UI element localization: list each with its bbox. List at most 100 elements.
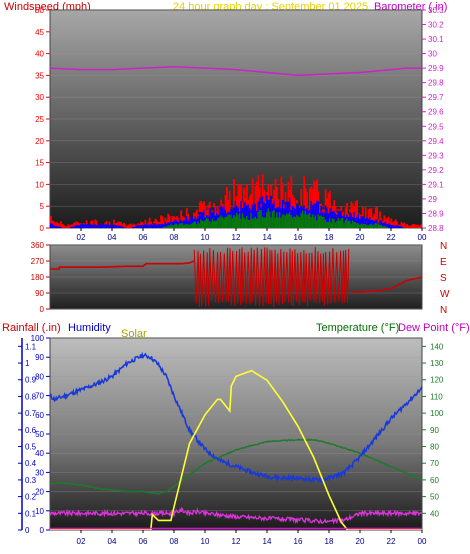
wind-gust-bar xyxy=(105,220,108,228)
x-tick-label: 12 xyxy=(232,233,241,242)
wind-gust-bar xyxy=(396,221,399,228)
wind-gust-bar xyxy=(409,226,411,228)
wind-low-bar xyxy=(303,214,306,228)
wind-gust-bar xyxy=(50,215,52,228)
wind-gust-bar xyxy=(417,225,420,228)
wind-low-bar xyxy=(287,213,290,228)
wind-low-bar xyxy=(171,225,174,228)
wind-avg-bar xyxy=(75,225,78,228)
wind-low-bar xyxy=(165,226,168,228)
wind-low-bar xyxy=(223,218,225,228)
wind-avg-bar xyxy=(167,221,170,228)
wind-low-bar xyxy=(386,226,389,228)
wind-low-bar xyxy=(308,213,311,228)
wind-gust-bar xyxy=(120,221,122,228)
wind-gust-bar xyxy=(383,215,386,228)
wind-gust-bar xyxy=(367,209,370,228)
y-tick-label: 30.2 xyxy=(428,21,444,30)
x-tick-label: 14 xyxy=(263,537,272,546)
wind-gust-bar xyxy=(91,220,94,228)
wind-gust-bar xyxy=(228,190,231,228)
wind-avg-bar xyxy=(153,223,155,228)
wind-gust-bar xyxy=(124,224,127,228)
wind-gust-bar xyxy=(128,224,131,228)
dewpoint-axis-title: Dew Point (°F) xyxy=(398,322,470,334)
wind-low-bar xyxy=(254,216,257,228)
wind-avg-bar xyxy=(70,226,72,228)
x-tick-label: 16 xyxy=(294,233,303,242)
temperature-tick-label: 70 xyxy=(430,459,439,468)
wind-avg-bar xyxy=(210,214,213,228)
compass-label: S xyxy=(440,273,447,284)
y-tick-label: 29.8 xyxy=(428,79,444,88)
rainfall-tick-label: 0.8 xyxy=(25,392,37,401)
wind-gust-bar xyxy=(75,221,78,228)
wind-avg-bar xyxy=(135,225,138,228)
wind-gust-bar xyxy=(180,210,183,228)
wind-low-bar xyxy=(276,212,278,228)
wind-avg-bar xyxy=(72,226,75,228)
wind-low-bar xyxy=(184,224,187,228)
y-tick-label: 180 xyxy=(31,273,45,282)
wind-low-bar xyxy=(376,223,379,228)
wind-gust-bar xyxy=(127,224,130,228)
wind-low-bar xyxy=(247,219,250,228)
wind-avg-bar xyxy=(60,226,62,228)
wind-low-bar xyxy=(213,221,215,228)
wind-avg-bar xyxy=(137,224,140,228)
temperature-tick-label: 100 xyxy=(430,409,444,418)
wind-gust-bar xyxy=(376,206,379,228)
wind-avg-bar xyxy=(334,213,337,228)
wind-low-bar xyxy=(197,221,200,228)
wind-avg-bar xyxy=(184,220,187,228)
wind-avg-bar xyxy=(115,225,118,228)
wind-gust-bar xyxy=(400,221,403,228)
wind-low-bar xyxy=(203,221,205,228)
wind-avg-bar xyxy=(57,226,59,228)
wind-avg-bar xyxy=(50,223,52,228)
wind-low-bar xyxy=(205,217,208,228)
wind-avg-bar xyxy=(101,224,104,228)
wind-low-bar xyxy=(210,221,213,228)
y-tick-label: 25 xyxy=(35,115,44,124)
wind-gust-bar xyxy=(327,192,330,228)
wind-low-bar xyxy=(384,226,387,228)
rainfall-tick-label: 0.4 xyxy=(25,459,37,468)
wind-avg-bar xyxy=(397,225,400,228)
rainfall-tick-label: 0.5 xyxy=(25,443,37,452)
wind-avg-bar xyxy=(94,224,97,228)
axes: 0510152025303540455028.828.92929.129.229… xyxy=(18,6,450,546)
wind-avg-bar xyxy=(132,226,135,228)
wind-low-bar xyxy=(284,215,287,228)
temperature-tick-label: 90 xyxy=(430,426,439,435)
wind-low-bar xyxy=(263,217,266,228)
wind-low-bar xyxy=(320,215,323,228)
wind-avg-bar xyxy=(390,225,393,228)
wind-gust-bar xyxy=(419,225,421,228)
wind-gust-bar xyxy=(393,220,396,228)
wind-low-bar xyxy=(344,220,347,228)
wind-low-bar xyxy=(318,215,321,228)
wind-avg-bar xyxy=(244,202,247,228)
wind-gust-bar xyxy=(204,206,207,228)
y-tick-label: 15 xyxy=(35,159,44,168)
wind-low-bar xyxy=(290,214,293,228)
wind-gust-bar xyxy=(134,225,137,228)
temperature-tick-label: 130 xyxy=(430,359,444,368)
wind-avg-bar xyxy=(380,220,383,228)
wind-low-bar xyxy=(236,212,238,228)
wind-low-bar xyxy=(280,217,283,228)
wind-avg-bar xyxy=(270,195,273,228)
wind-low-bar xyxy=(168,225,171,228)
y-tick-label: 90 xyxy=(35,289,44,298)
humidity-tick-label: 90 xyxy=(35,353,44,362)
rainfall-tick-label: 0.9 xyxy=(25,376,37,385)
wind-gust-bar xyxy=(304,188,307,228)
wind-low-bar xyxy=(339,221,341,228)
wind-low-bar xyxy=(281,214,284,228)
direction-oscillation xyxy=(193,247,350,308)
wind-low-bar xyxy=(371,225,374,228)
wind-low-bar xyxy=(296,214,298,228)
wind-gust-bar xyxy=(354,201,357,228)
wind-avg-bar xyxy=(120,225,122,228)
